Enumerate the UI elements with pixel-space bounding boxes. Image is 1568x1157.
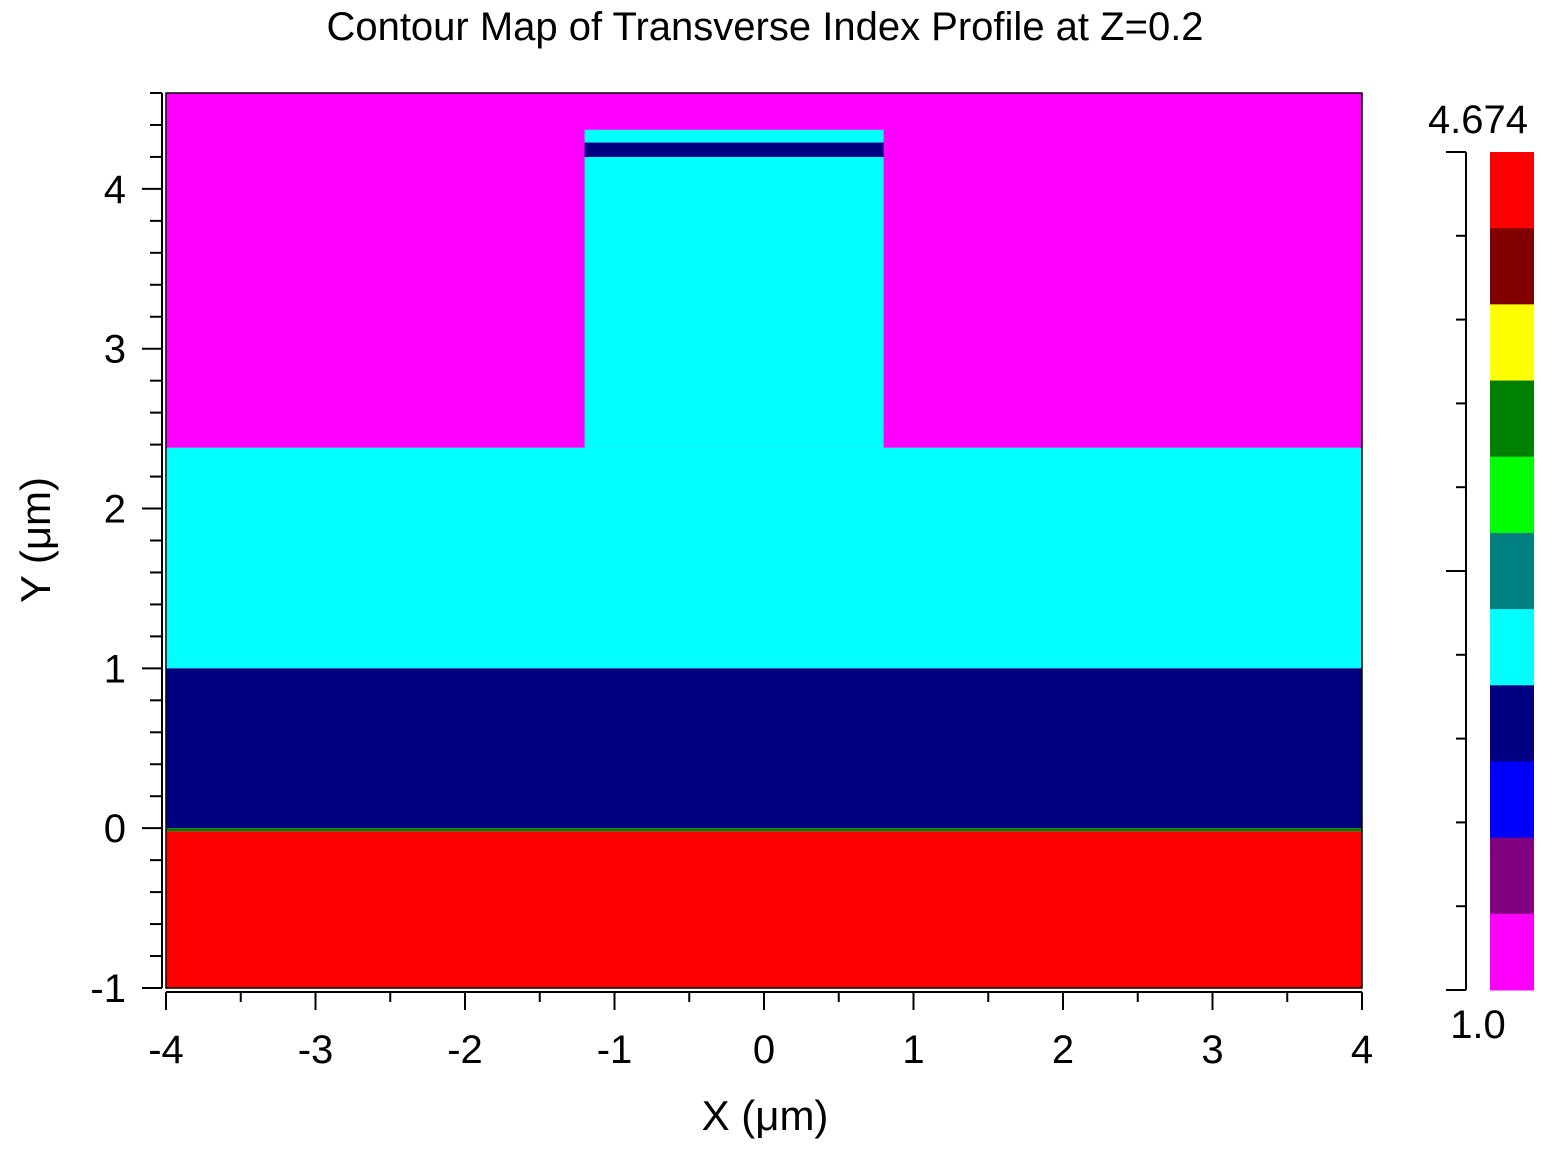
colorbar-swatch-4: [1490, 456, 1534, 534]
chart-title: Contour Map of Transverse Index Profile …: [326, 5, 1203, 49]
y-axis: -1 0 1 2 3 4: [90, 92, 163, 1011]
x-tick-label: 1: [902, 1028, 924, 1072]
x-tick-label: -3: [298, 1028, 334, 1072]
colorbar-swatch-10: [1490, 913, 1534, 991]
x-tick-label: 2: [1052, 1028, 1074, 1072]
colorbar: [1446, 151, 1534, 991]
y-tick-label: 1: [104, 647, 126, 691]
y-tick-label: 0: [104, 807, 126, 851]
colorbar-swatch-0: [1490, 152, 1534, 229]
colorbar-swatch-3: [1490, 380, 1534, 458]
colorbar-swatch-7: [1490, 685, 1534, 762]
x-tick-label: 0: [753, 1028, 775, 1072]
plot-frame: [165, 92, 1363, 989]
colorbar-swatch-1: [1490, 228, 1534, 305]
colorbar-min-label: 1.0: [1450, 1003, 1506, 1047]
x-axis: -4 -3 -2 -1 0 1 2 3 4: [148, 991, 1373, 1072]
region-3: [584, 142, 884, 157]
index-profile-regions: [166, 93, 1362, 988]
colorbar-swatch-9: [1490, 837, 1534, 915]
y-tick-label: -1: [90, 967, 126, 1011]
colorbar-swatch-5: [1490, 532, 1534, 610]
region-1: [166, 447, 1362, 669]
x-tick-label: 4: [1351, 1028, 1373, 1072]
y-tick-label: 2: [104, 488, 126, 532]
y-tick-label: 3: [104, 328, 126, 372]
region-7: [166, 831, 1362, 988]
colorbar-swatch-6: [1490, 609, 1534, 686]
x-tick-label: -1: [597, 1028, 633, 1072]
x-tick-label: -4: [148, 1028, 184, 1072]
x-tick-label: 3: [1201, 1028, 1223, 1072]
region-6: [166, 828, 1362, 832]
region-5: [166, 668, 1362, 829]
colorbar-swatch-2: [1490, 304, 1534, 382]
x-tick-label: -2: [447, 1028, 483, 1072]
colorbar-max-label: 4.674: [1428, 98, 1528, 142]
colorbar-swatch-8: [1490, 761, 1534, 839]
region-2: [584, 156, 884, 448]
y-axis-label: Y (μm): [12, 477, 59, 603]
x-axis-label: X (μm): [702, 1092, 829, 1139]
region-4: [584, 129, 884, 143]
y-tick-label: 4: [104, 168, 126, 212]
